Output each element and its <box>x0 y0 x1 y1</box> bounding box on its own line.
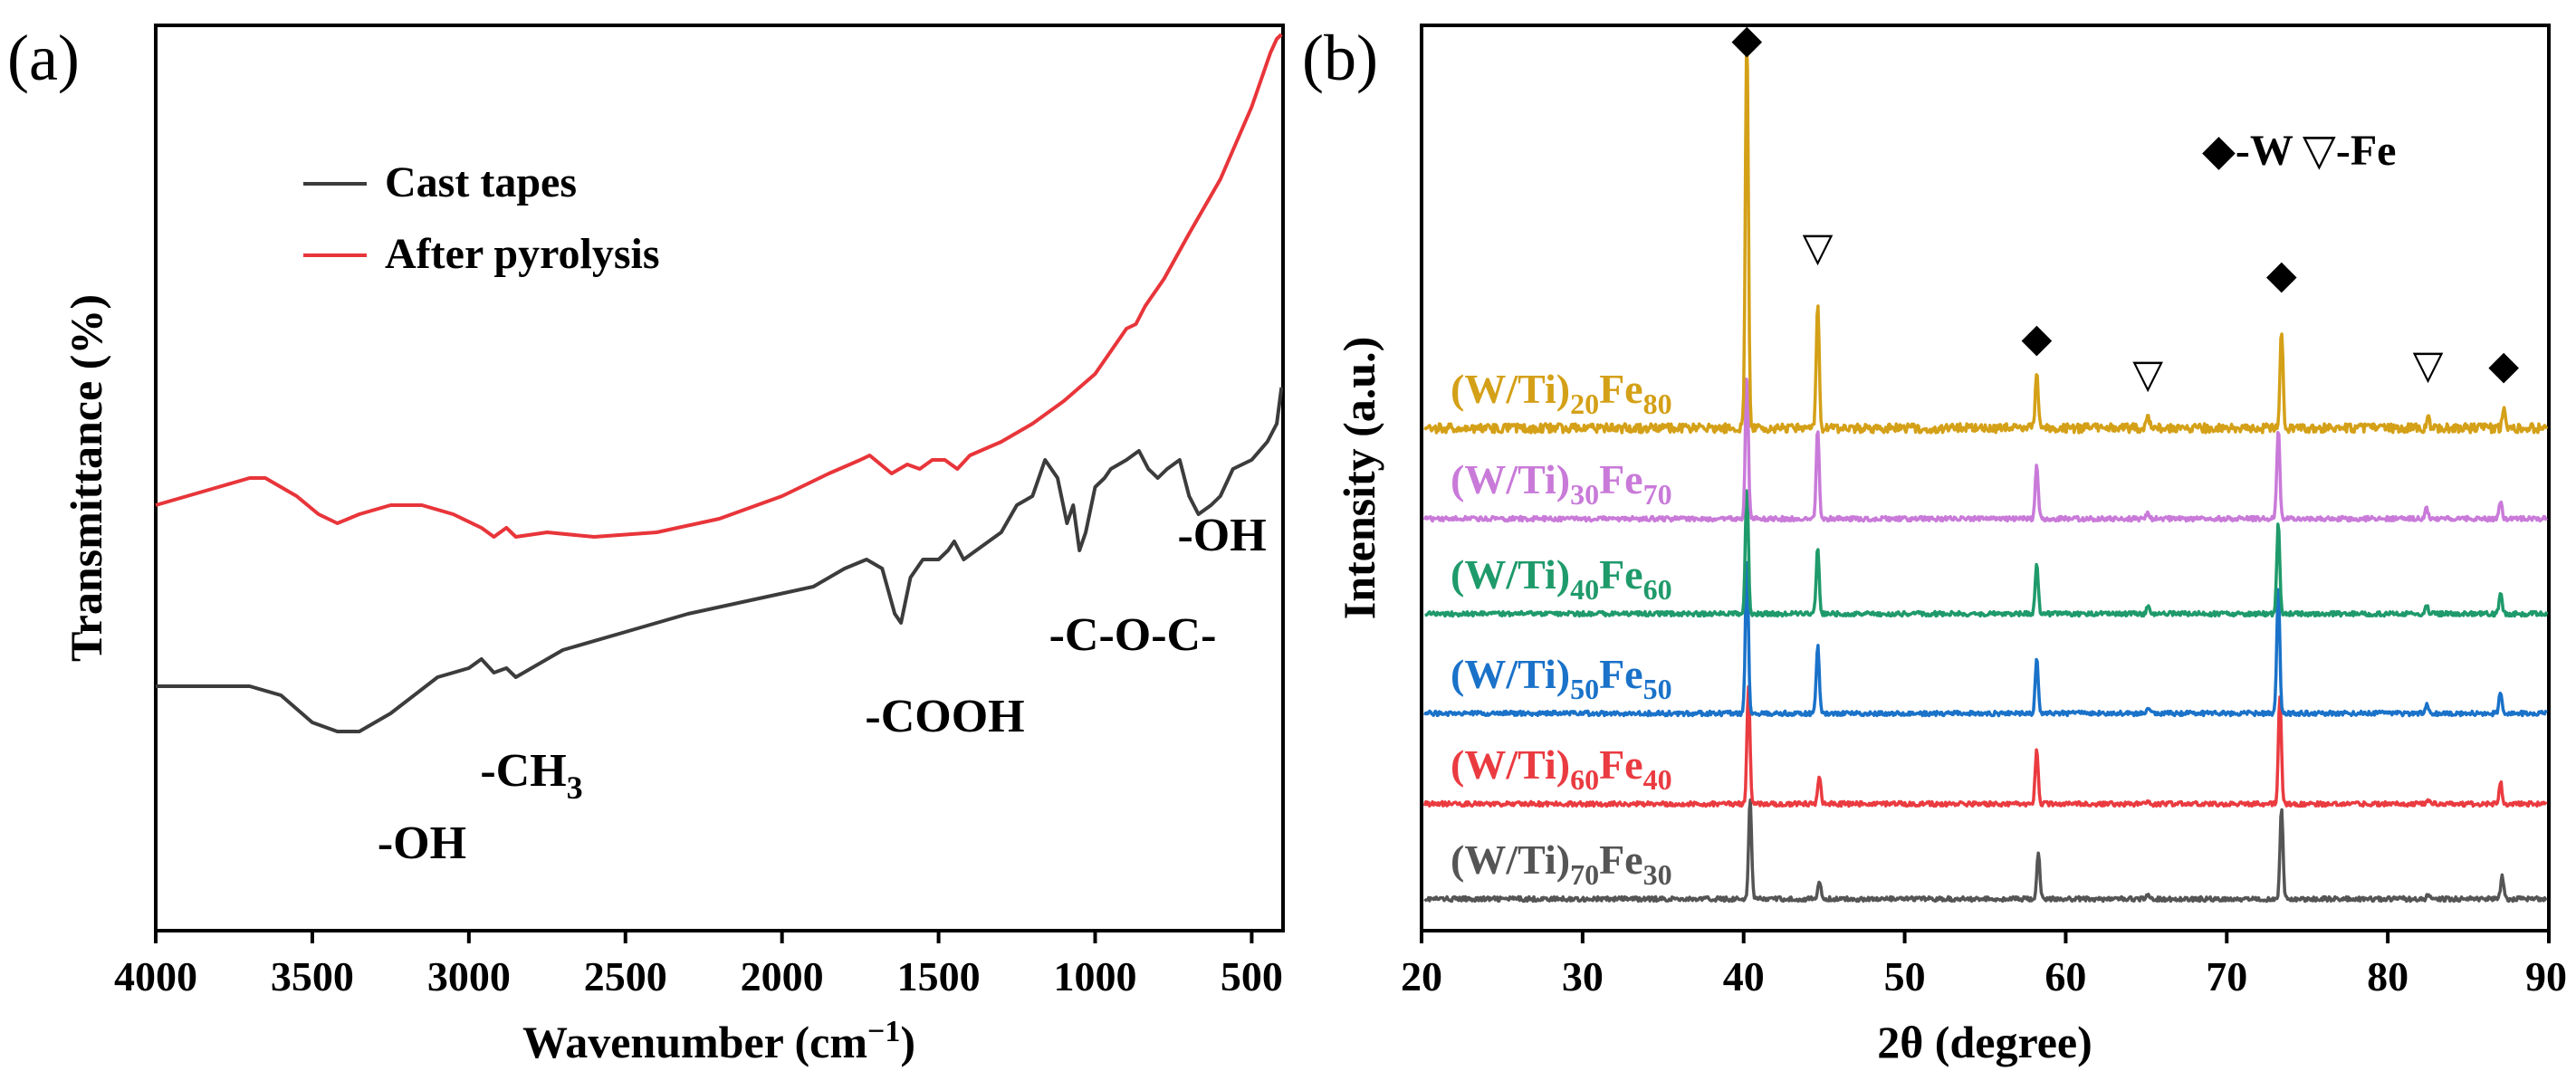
panel-b-xrd-chart: (b) 20 30 40 50 60 70 80 90 (W/Ti)70Fe30 (W/Ti)6… <box>1302 17 2567 1067</box>
xrd-trace-50-50 <box>1422 560 2548 718</box>
panel-b-y-axis-title: Intensity (a.u.) <box>1334 337 1384 620</box>
fe-peak-marker-icon: ▽ <box>2132 352 2163 397</box>
x-tick-label: 40 <box>1723 953 1765 999</box>
series-label-70-30: (W/Ti)70Fe30 <box>1451 837 1672 891</box>
xrd-trace-30-70 <box>1422 378 2548 523</box>
xrd-trace-40-60 <box>1423 489 2549 618</box>
panel-a-legend: Cast tapes After pyrolysis <box>303 158 660 278</box>
annotation-oh-broad: -OH <box>378 818 466 869</box>
annotation-cooh: -COOH <box>865 691 1024 742</box>
series-line-after-pyrolysis <box>155 33 1283 539</box>
series-label-50-50: (W/Ti)50Fe50 <box>1451 651 1672 705</box>
x-tick-label: 1500 <box>897 953 981 999</box>
legend-label-after-pyrolysis: After pyrolysis <box>385 230 660 278</box>
panel-a-ftir-chart: (a) 4000 3500 3000 2500 2000 1500 1000 500 Cast… <box>7 22 1285 1067</box>
panel-a-x-axis-title: Wavenumber (cm−1) <box>522 1015 915 1067</box>
annotation-ch3: -CH3 <box>480 745 582 806</box>
panel-b-label: (b) <box>1302 22 1378 94</box>
xrd-trace-20-80 <box>1423 34 2549 435</box>
w-peak-marker-icon: ◆ <box>1731 17 1762 62</box>
panel-a-series <box>155 33 1284 733</box>
panel-a-x-ticks <box>154 931 1254 943</box>
x-tick-label: 2000 <box>741 953 824 999</box>
panel-b-x-tick-labels: 20 30 40 50 60 70 80 90 <box>1401 953 2567 999</box>
x-tick-label: 2500 <box>584 953 667 999</box>
x-tick-label: 3000 <box>427 953 511 999</box>
panel-b-series <box>1422 34 2549 904</box>
xrd-trace-60-40 <box>1422 684 2548 808</box>
phase-legend: ◆-W ▽-Fe <box>2202 127 2396 175</box>
series-line-cast-tapes <box>156 387 1284 733</box>
w-marker-icon: ◆ <box>2202 127 2236 175</box>
x-tick-label: 4000 <box>114 953 197 999</box>
series-label-60-40: (W/Ti)60Fe40 <box>1451 741 1672 796</box>
panel-b-peak-markers: ◆ ▽ ◆ ▽ ◆ ▽ ◆ <box>1731 17 2519 397</box>
x-tick-label: 3500 <box>271 953 354 999</box>
panel-a-annotations: -OH -CH3 -COOH -C-O-C- -OH <box>378 510 1267 869</box>
x-tick-label: 30 <box>1562 953 1604 999</box>
annotation-oh-sharp: -OH <box>1177 510 1266 561</box>
series-label-20-80: (W/Ti)20Fe80 <box>1451 366 1672 420</box>
panel-a-plot-frame <box>154 24 1285 932</box>
panel-b-phase-legend: ◆-W ▽-Fe <box>2202 127 2396 175</box>
x-tick-label: 90 <box>2525 953 2567 999</box>
panel-b-series-labels: (W/Ti)70Fe30 (W/Ti)60Fe40 (W/Ti)50Fe50 (W/T… <box>1451 366 1672 891</box>
fe-marker-icon: ▽ <box>2303 127 2336 175</box>
x-tick-label: 80 <box>2367 953 2408 999</box>
x-tick-label: 500 <box>1221 953 1283 999</box>
panel-a-x-tick-labels: 4000 3500 3000 2500 2000 1500 1000 500 <box>114 953 1283 999</box>
x-tick-label: 20 <box>1401 953 1442 999</box>
fe-peak-marker-icon: ▽ <box>1803 225 1834 270</box>
w-peak-marker-icon: ◆ <box>2488 343 2519 387</box>
panel-b-x-ticks <box>1420 931 2551 943</box>
w-peak-marker-icon: ◆ <box>2266 253 2297 297</box>
xrd-trace-70-30 <box>1423 798 2548 904</box>
x-tick-label: 50 <box>1884 953 1926 999</box>
w-peak-marker-icon: ◆ <box>2021 316 2052 360</box>
x-tick-label: 1000 <box>1054 953 1137 999</box>
x-tick-label: 70 <box>2206 953 2247 999</box>
series-label-30-70: (W/Ti)30Fe70 <box>1451 456 1672 511</box>
panel-b-x-axis-title: 2θ (degree) <box>1877 1017 2092 1067</box>
panel-a-y-axis-title: Transmittance (%) <box>61 294 111 662</box>
legend-label-cast-tapes: Cast tapes <box>385 158 577 206</box>
series-label-40-60: (W/Ti)40Fe60 <box>1451 551 1672 606</box>
annotation-c-o-c: -C-O-C- <box>1049 609 1217 661</box>
panel-b-plot-frame <box>1420 24 2551 932</box>
x-tick-label: 60 <box>2045 953 2086 999</box>
fe-peak-marker-icon: ▽ <box>2413 343 2444 387</box>
panel-a-label: (a) <box>7 22 80 94</box>
